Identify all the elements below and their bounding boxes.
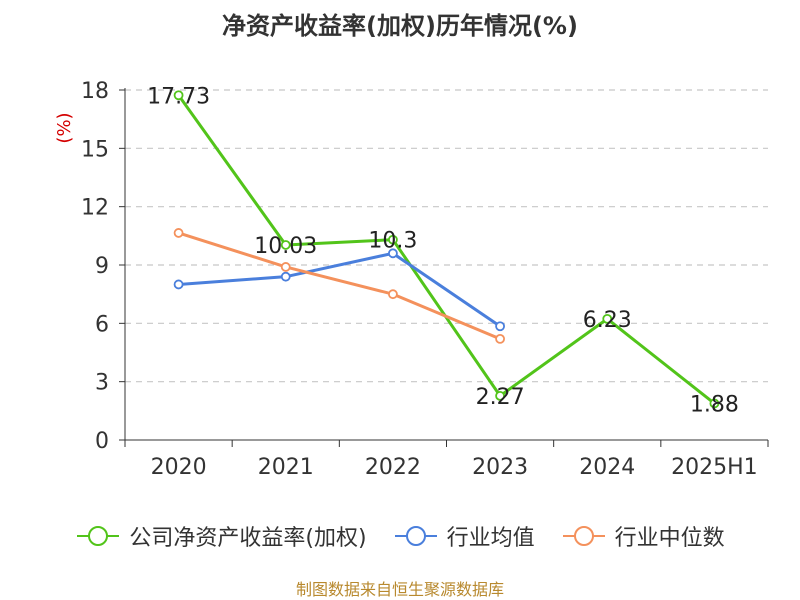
legend-item-industry-median[interactable]: 行业中位数 xyxy=(561,520,725,552)
x-tick-label: 2021 xyxy=(258,455,314,480)
legend-item-company[interactable]: 公司净资产收益率(加权) xyxy=(75,520,367,552)
source-note: 制图数据来自恒生聚源数据库 xyxy=(295,580,504,599)
series-line-1 xyxy=(178,251,501,328)
data-point-2 xyxy=(173,228,184,238)
x-tick-label: 2024 xyxy=(579,455,635,480)
y-tick-label: 3 xyxy=(95,371,109,396)
legend-label-company: 公司净资产收益率(加权) xyxy=(129,526,367,551)
data-label: 17.73 xyxy=(147,84,210,109)
data-point-1 xyxy=(388,248,398,259)
legend-swatch-industry-median xyxy=(562,526,605,546)
series-group xyxy=(173,90,720,409)
y-tick-label: 6 xyxy=(95,312,109,337)
data-labels: 17.73 10.03 10.3 2.27 6.23 1.88 xyxy=(147,84,739,417)
legend-label-industry-median: 行业中位数 xyxy=(614,526,725,551)
data-point-1 xyxy=(495,321,505,332)
y-axis-label: (%) xyxy=(54,112,75,143)
legend-item-industry-mean[interactable]: 行业均值 xyxy=(393,520,535,552)
axes: 0 3 6 9 12 15 18 (%) 2020 2021 2022 2023 2024 2025H1 xyxy=(54,79,769,480)
data-point-1 xyxy=(280,271,291,282)
y-tick-label: 0 xyxy=(95,429,109,454)
data-point-0 xyxy=(388,234,398,245)
data-point-1 xyxy=(173,279,184,290)
data-point-0 xyxy=(280,240,291,250)
data-point-2 xyxy=(280,262,291,272)
x-tick-label: 2022 xyxy=(365,455,421,480)
y-tick-label: 15 xyxy=(81,137,109,162)
chart-title: 净资产收益率(加权)历年情况(%) xyxy=(222,12,578,40)
x-tick-label: 2023 xyxy=(472,455,528,480)
x-tick-label: 2020 xyxy=(151,455,207,480)
data-label: 6.23 xyxy=(583,308,632,333)
data-label: 10.03 xyxy=(254,234,317,259)
legend-label-industry-mean: 行业均值 xyxy=(446,526,535,551)
y-tick-label: 12 xyxy=(81,196,109,221)
legend: 公司净资产收益率(加权) 行业均值 行业中位数 xyxy=(0,520,800,552)
grid-lines xyxy=(125,89,768,383)
y-tick-label: 18 xyxy=(81,79,109,104)
data-label: 1.88 xyxy=(690,392,739,417)
x-tick-label: 2025H1 xyxy=(671,455,758,480)
series-line-2 xyxy=(178,231,501,341)
data-point-0 xyxy=(709,398,720,409)
data-point-2 xyxy=(495,333,505,344)
data-point-2 xyxy=(388,289,398,300)
data-label: 2.27 xyxy=(476,385,525,410)
data-label: 10.3 xyxy=(368,229,417,254)
legend-swatch-company xyxy=(77,526,120,546)
y-tick-label: 9 xyxy=(95,254,109,279)
data-point-0 xyxy=(602,313,613,324)
legend-swatch-industry-mean xyxy=(394,526,437,546)
data-point-0 xyxy=(173,90,184,101)
data-point-0 xyxy=(495,390,505,401)
